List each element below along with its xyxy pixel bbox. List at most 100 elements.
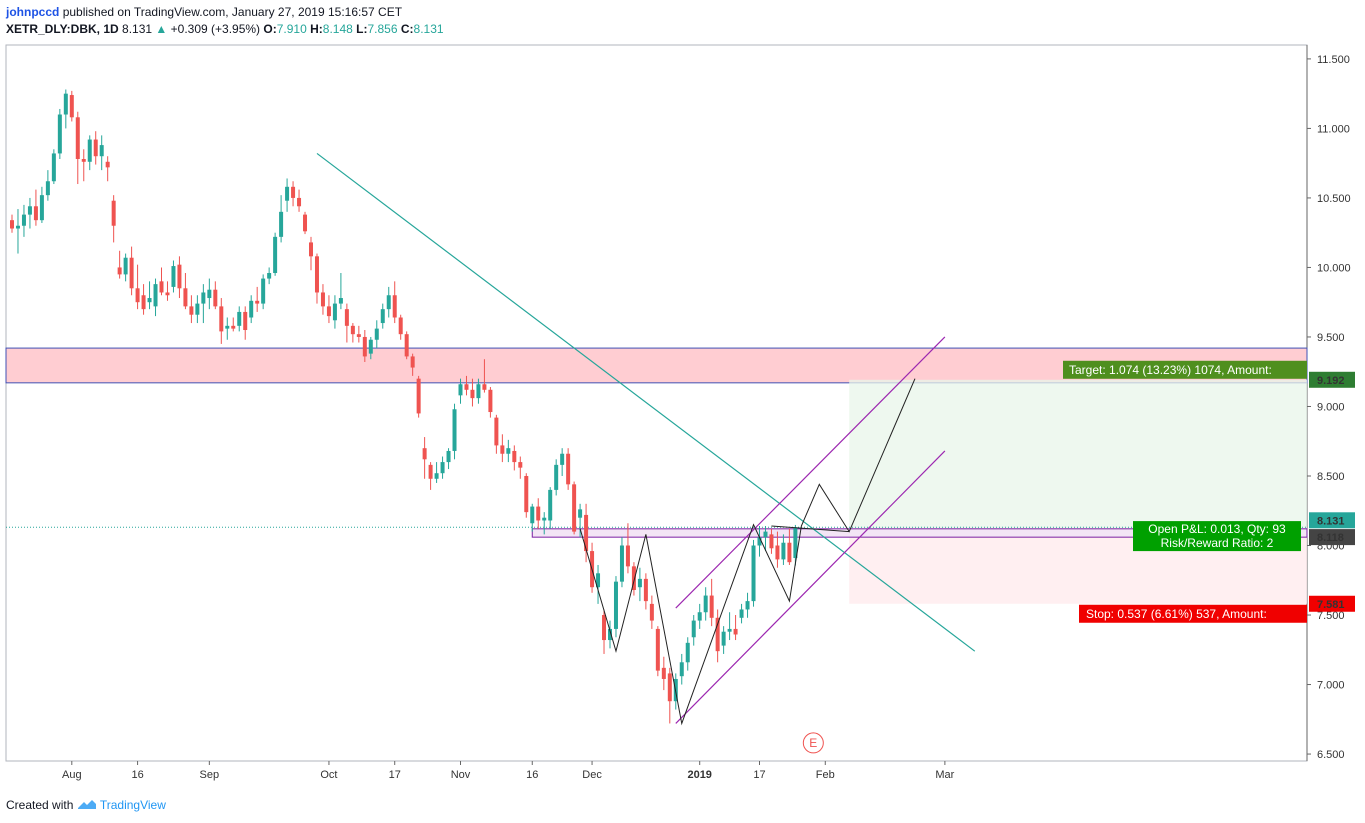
close-value: 8.131 <box>413 22 444 36</box>
candle-down <box>255 300 260 304</box>
created-with-text: Created with <box>6 798 74 812</box>
tradingview-brand[interactable]: TradingView <box>99 798 166 812</box>
entry-zone-rect[interactable] <box>531 528 1308 538</box>
candle-down <box>159 281 164 293</box>
candle-up <box>458 384 463 396</box>
candle-down <box>219 306 224 332</box>
change-arrow-icon: ▲ <box>155 22 168 36</box>
candle-up <box>338 298 343 304</box>
x-tick-label: 16 <box>131 769 143 781</box>
candle-down <box>572 484 577 532</box>
candle-up <box>267 273 272 279</box>
y-tick-label: 9.500 <box>1317 332 1345 344</box>
candle-down <box>524 475 529 513</box>
candle-down <box>428 464 433 479</box>
candle-up <box>745 601 750 610</box>
candle-up <box>542 517 547 521</box>
candle-up <box>63 93 68 115</box>
candle-up <box>757 537 762 546</box>
y-tick-label: 10.000 <box>1317 262 1351 274</box>
candle-down <box>661 667 666 679</box>
candle-up <box>596 573 601 588</box>
candle-up <box>685 642 690 663</box>
candle-up <box>153 284 158 307</box>
candle-down <box>488 389 493 413</box>
y-tick-label: 7.000 <box>1317 680 1345 692</box>
candle-up <box>15 225 20 229</box>
y-tick-label: 8.500 <box>1317 471 1345 483</box>
candle-down <box>422 448 427 460</box>
published-text: published on TradingView.com, January 27… <box>62 5 403 19</box>
candle-up <box>39 195 44 221</box>
y-tick-label: 9.000 <box>1317 401 1345 413</box>
candle-down <box>655 628 660 671</box>
candle-up <box>285 186 290 201</box>
channel-line[interactable] <box>675 336 946 609</box>
author-link[interactable]: johnpccd <box>6 5 60 19</box>
candle-down <box>183 288 188 307</box>
symbol-label[interactable]: XETR_DLY:DBK, 1D <box>6 22 119 36</box>
candle-down <box>500 445 505 454</box>
price-axis-label: 7.581 <box>1317 599 1345 611</box>
candle-down <box>326 306 331 317</box>
candle-down <box>518 462 523 468</box>
price-axis-label-box <box>1309 529 1355 546</box>
legend-line: XETR_DLY:DBK, 1D 8.131 ▲ +0.309 (+3.95%)… <box>6 21 444 38</box>
candle-up <box>273 236 278 274</box>
x-tick-label: Mar <box>935 769 954 781</box>
earnings-marker[interactable] <box>802 732 824 754</box>
candle-up <box>45 181 50 196</box>
candle-down <box>350 325 355 335</box>
candle-down <box>464 384 469 390</box>
low-value: 7.856 <box>367 22 398 36</box>
candle-down <box>584 514 589 552</box>
candle-down <box>320 292 325 307</box>
high-value: 8.148 <box>322 22 353 36</box>
candle-down <box>398 317 403 335</box>
footer: Created with TradingView <box>6 797 166 813</box>
descending-trendline[interactable] <box>316 152 976 652</box>
candle-down <box>135 288 140 303</box>
x-tick-label: Sep <box>200 769 220 781</box>
candle-down <box>482 384 487 390</box>
pattern-path[interactable] <box>579 378 916 726</box>
y-tick-label: 11.500 <box>1317 54 1350 66</box>
candle-up <box>721 631 726 646</box>
candle-down <box>667 673 672 702</box>
channel-line[interactable] <box>675 450 946 724</box>
candle-down <box>69 95 74 118</box>
candle-down <box>213 289 218 307</box>
risk-reward-label: Risk/Reward Ratio: 2 <box>1161 536 1274 550</box>
position-profit-area[interactable] <box>849 379 1307 530</box>
candle-down <box>291 186 296 198</box>
candle-down <box>631 566 636 590</box>
candle-down <box>314 256 319 293</box>
stop-label-box <box>1079 604 1307 623</box>
stop-label: Stop: 0.537 (6.61%) 537, Amount: <box>1086 607 1267 621</box>
candle-down <box>404 334 409 357</box>
x-tick-label: 2019 <box>687 769 711 781</box>
candle-up <box>703 595 708 613</box>
price-axis-label-box <box>1309 512 1355 529</box>
candle-down <box>715 617 720 652</box>
candle-up <box>201 292 206 304</box>
candle-up <box>279 211 284 237</box>
candle-down <box>566 453 571 485</box>
price-axis-label: 8.118 <box>1317 532 1344 544</box>
x-tick-label: Oct <box>320 769 337 781</box>
candle-down <box>769 534 774 549</box>
candle-up <box>476 384 481 399</box>
candle-down <box>775 545 780 560</box>
candle-down <box>344 309 349 326</box>
candle-down <box>81 159 86 162</box>
candle-up <box>452 409 457 451</box>
candle-up <box>763 531 768 538</box>
candle-down <box>189 306 194 315</box>
candle-down <box>297 197 302 207</box>
candle-down <box>75 117 80 160</box>
y-tick-label: 6.500 <box>1317 749 1345 761</box>
candle-up <box>27 206 32 215</box>
candle-up <box>147 298 152 303</box>
pnl-label: Open P&L: 0.013, Qty: 93 <box>1148 522 1286 536</box>
